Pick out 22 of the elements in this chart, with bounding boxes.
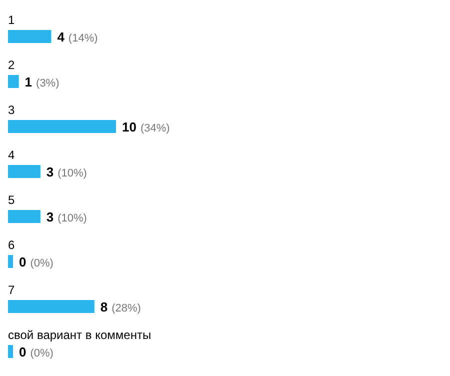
data-label: 4 (14%) — [57, 30, 98, 44]
data-label: 3 (10%) — [46, 210, 87, 224]
data-label: 10 (34%) — [122, 120, 170, 134]
bar — [8, 300, 94, 313]
bar — [8, 75, 19, 88]
bar — [8, 30, 52, 43]
y-tick-label: 5 — [8, 193, 15, 207]
data-label: 3 (10%) — [46, 164, 87, 180]
y-tick-label: 2 — [8, 58, 15, 72]
bar — [8, 120, 116, 133]
y-tick-label: 6 — [8, 238, 15, 252]
y-tick-label: 7 — [8, 283, 15, 297]
data-label: 8 (28%) — [100, 300, 141, 314]
data-label: 0 (0%) — [19, 254, 54, 270]
y-tick-label: 4 — [8, 148, 15, 162]
data-label: 0 (0%) — [19, 344, 54, 360]
y-tick-label: свой вариант в комменты — [8, 328, 152, 342]
bar — [8, 210, 40, 223]
data-label: 1 (3%) — [24, 74, 60, 90]
y-tick-label: 1 — [8, 13, 15, 27]
bar — [8, 165, 40, 178]
y-tick-label: 3 — [8, 103, 15, 117]
